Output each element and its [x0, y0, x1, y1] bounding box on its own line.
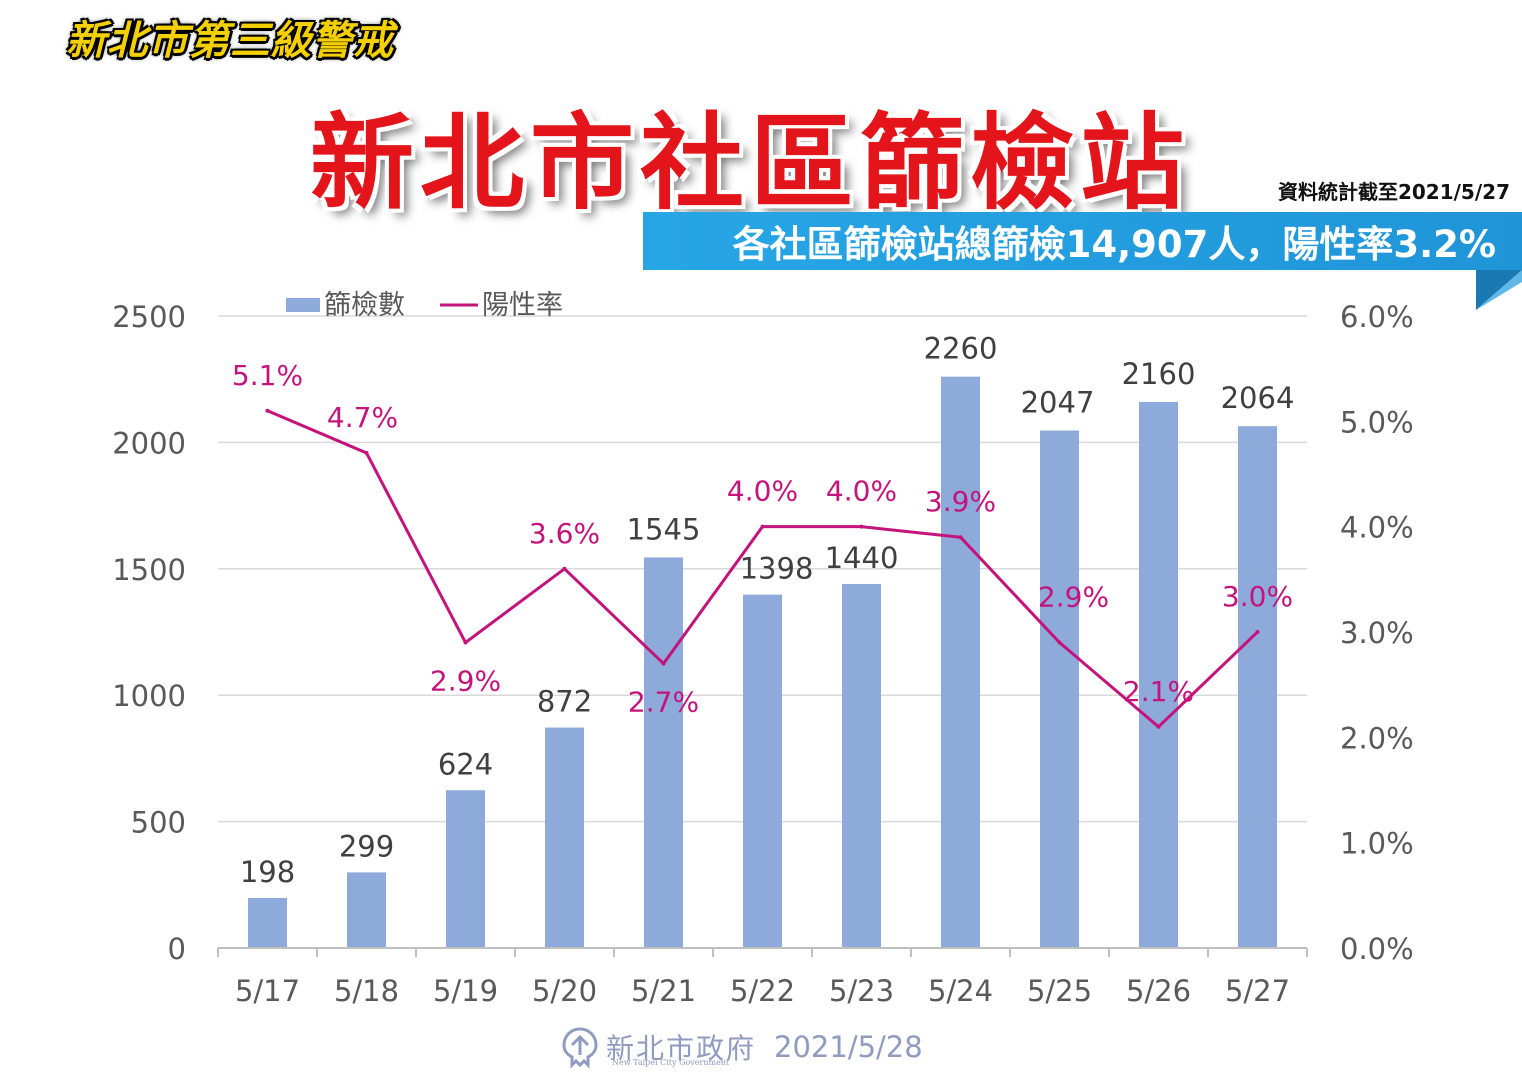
- bar: [446, 790, 485, 948]
- footer-org-name: 新北市政府: [606, 1032, 757, 1065]
- chart-legend: 篩檢數 陽性率: [286, 290, 563, 321]
- x-tick-label: 5/24: [928, 974, 993, 1008]
- bar-value-label: 1398: [740, 552, 814, 586]
- rate-value-label: 3.9%: [925, 485, 996, 518]
- banner-fold-corner: [1476, 270, 1522, 310]
- rate-value-label: 2.9%: [1038, 581, 1109, 614]
- rate-point: [562, 566, 567, 571]
- y-right-tick-label: 0.0%: [1340, 932, 1414, 966]
- bar-value-label: 872: [537, 685, 592, 719]
- x-tick-label: 5/22: [730, 974, 795, 1008]
- y-left-tick-label: 2000: [112, 426, 186, 460]
- rate-point: [265, 408, 270, 413]
- bar: [842, 583, 881, 948]
- bar: [1040, 430, 1079, 948]
- bar: [941, 376, 980, 948]
- rate-point: [958, 535, 963, 540]
- rate-point: [859, 524, 864, 529]
- x-tick-label: 5/19: [433, 974, 498, 1008]
- legend-bar-swatch: [286, 298, 320, 312]
- y-right-tick-label: 5.0%: [1340, 405, 1414, 439]
- bar-value-label: 1545: [627, 512, 701, 546]
- y-right-tick-label: 3.0%: [1340, 616, 1414, 650]
- data-cutoff-note: 資料統計截至2021/5/27: [1277, 180, 1510, 204]
- footer: 新北市政府 New Taipei City Government 2021/5/…: [560, 1020, 923, 1074]
- rate-value-label: 5.1%: [232, 359, 303, 392]
- y-right-tick-label: 4.0%: [1340, 511, 1414, 545]
- chart-bars: [248, 376, 1277, 948]
- page-title: 新北市社區篩檢站: [310, 102, 1191, 224]
- chart-data-labels: 198 299 624 872 1545 1398 1440 2260 2047 2160 2064…: [232, 332, 1294, 889]
- bar: [1238, 426, 1277, 948]
- x-tick-label: 5/27: [1225, 974, 1290, 1008]
- bar: [743, 594, 782, 948]
- x-tick-label: 5/23: [829, 974, 894, 1008]
- legend-bar-label: 篩檢數: [324, 290, 405, 321]
- bar-value-label: 299: [339, 829, 394, 863]
- bar: [545, 727, 584, 948]
- rate-value-label: 4.0%: [727, 475, 798, 508]
- x-tick-label: 5/17: [235, 974, 300, 1008]
- x-tick-label: 5/20: [532, 974, 597, 1008]
- rate-point: [760, 524, 765, 529]
- y-left-tick-label: 1500: [112, 553, 186, 587]
- alert-level-banner: 新北市第三級警戒: [66, 18, 394, 64]
- x-tick-label: 5/26: [1126, 974, 1191, 1008]
- summary-text: 各社區篩檢站總篩檢14,907人，陽性率3.2%: [732, 223, 1496, 266]
- rate-value-label: 3.0%: [1222, 580, 1293, 613]
- rate-point: [1255, 630, 1260, 634]
- bar-value-label: 1440: [825, 541, 899, 575]
- x-tick-label: 5/25: [1027, 974, 1092, 1008]
- new-taipei-logo-icon: [562, 1027, 598, 1069]
- footer-org-name-en: New Taipei City Government: [612, 1058, 730, 1067]
- rate-point: [364, 450, 369, 455]
- rate-point: [1156, 724, 1161, 729]
- x-tick-label: 5/21: [631, 974, 696, 1008]
- bar-value-label: 198: [240, 855, 295, 889]
- y-right-tick-label: 6.0%: [1340, 300, 1414, 334]
- y-left-tick-label: 1000: [112, 679, 186, 713]
- y-right-tick-label: 2.0%: [1340, 721, 1414, 755]
- footer-date: 2021/5/28: [774, 1030, 923, 1064]
- rate-point: [661, 661, 666, 666]
- rate-value-label: 2.9%: [430, 665, 501, 698]
- bar-value-label: 2260: [924, 332, 998, 366]
- bar-value-label: 2064: [1221, 381, 1295, 415]
- rate-value-label: 2.7%: [628, 686, 699, 719]
- y-left-tick-label: 2500: [112, 300, 186, 334]
- x-tick-label: 5/18: [334, 974, 399, 1008]
- bar: [347, 872, 386, 948]
- rate-value-label: 3.6%: [529, 517, 600, 550]
- bar: [248, 897, 287, 948]
- rate-value-label: 2.1%: [1123, 675, 1194, 708]
- rate-point: [1057, 640, 1062, 645]
- chart-rate-line: [265, 408, 1260, 729]
- bar-value-label: 624: [438, 747, 493, 781]
- y-right-tick-label: 1.0%: [1340, 827, 1414, 861]
- legend-line-label: 陽性率: [482, 290, 563, 321]
- chart-axes: 0 500 1000 1500 2000 2500 0.0% 1.0% 2.0% 3.0% 4.0%…: [112, 300, 1414, 1008]
- summary-banner: 各社區篩檢站總篩檢14,907人，陽性率3.2%: [643, 212, 1522, 270]
- rate-value-label: 4.7%: [327, 401, 398, 434]
- bar: [1139, 401, 1178, 948]
- bar-value-label: 2047: [1021, 386, 1095, 420]
- y-left-tick-label: 0: [168, 932, 186, 966]
- bar: [644, 557, 683, 948]
- bar-value-label: 2160: [1122, 357, 1196, 391]
- y-left-tick-label: 500: [131, 806, 186, 840]
- rate-point: [463, 640, 468, 645]
- rate-value-label: 4.0%: [826, 475, 897, 508]
